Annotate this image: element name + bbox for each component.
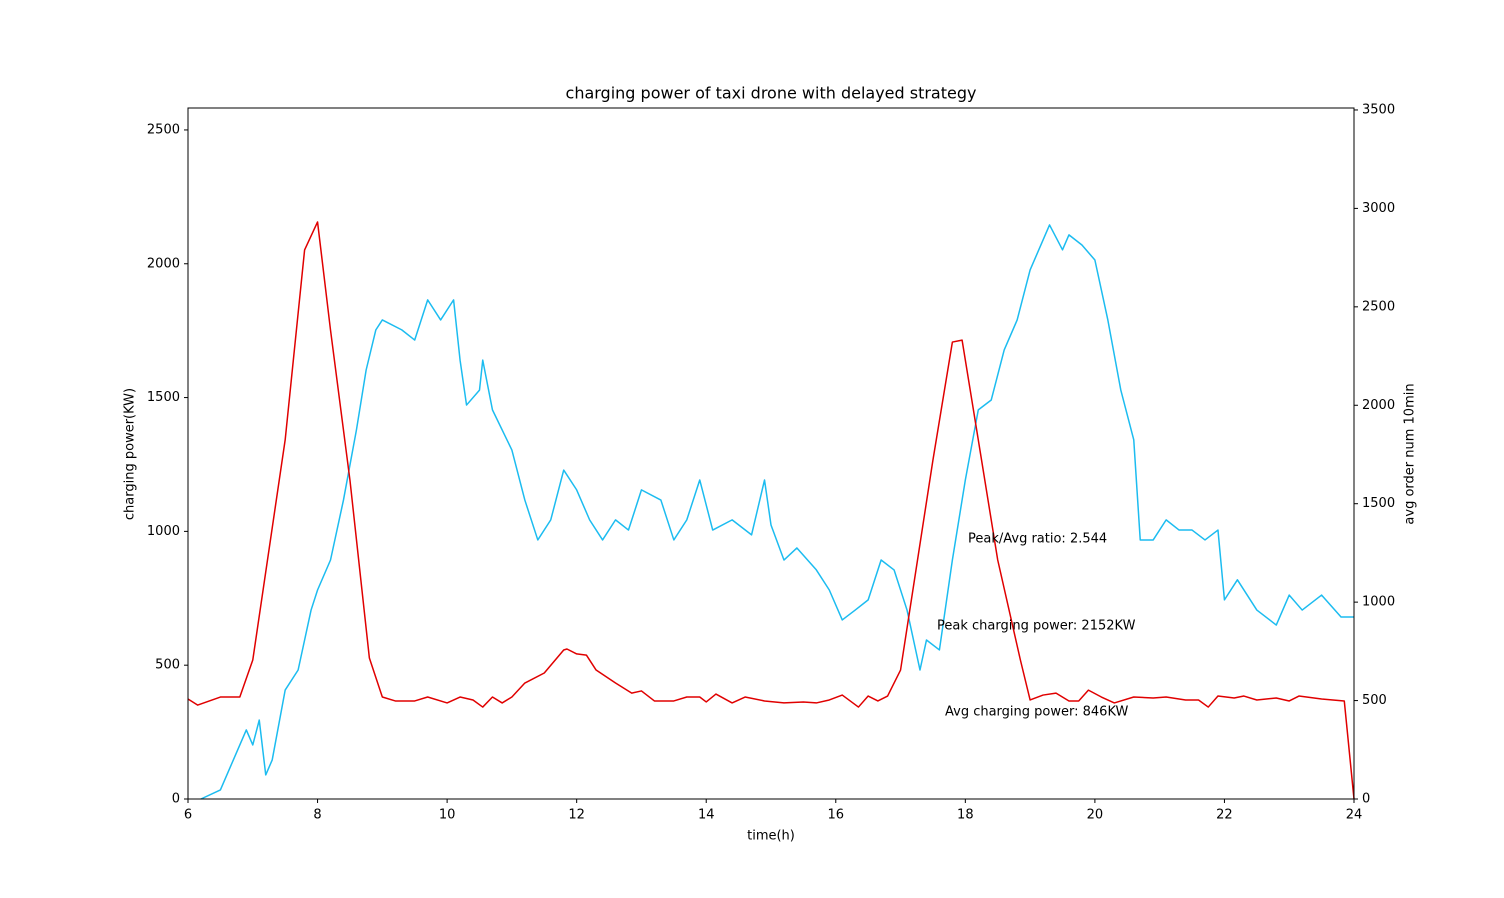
x-axis-label: time(h): [747, 829, 795, 844]
y2-tick-label: 2500: [1362, 299, 1395, 314]
x-tick-label: 22: [1216, 808, 1233, 823]
annotation: Peak charging power: 2152KW: [937, 619, 1136, 634]
y2-tick-label: 1500: [1362, 496, 1395, 511]
y2-tick-label: 3000: [1362, 201, 1395, 216]
x-tick-label: 10: [439, 808, 456, 823]
y-tick-label: 1000: [147, 524, 180, 539]
y-tick-label: 2000: [147, 256, 180, 271]
x-tick-label: 14: [698, 808, 715, 823]
data-line: [187, 221, 1355, 800]
y2-tick-label: 2000: [1362, 398, 1395, 413]
annotation: Peak/Avg ratio: 2.544: [968, 532, 1107, 547]
data-line: [200, 224, 1354, 800]
y-axis-label: charging power(KW): [123, 388, 138, 520]
x-tick-label: 6: [184, 808, 192, 823]
x-tick-label: 20: [1087, 808, 1104, 823]
y2-axis-label: avg order num 10min: [1403, 383, 1418, 524]
x-tick-label: 24: [1346, 808, 1363, 823]
y-tick-label: 1500: [147, 390, 180, 405]
y2-tick-label: 0: [1362, 792, 1370, 807]
y-tick-label: 0: [172, 792, 180, 807]
plot-area: [187, 221, 1355, 800]
plot-frame: [187, 107, 1355, 800]
y2-tick-label: 1000: [1362, 595, 1395, 610]
x-tick-label: 12: [568, 808, 585, 823]
annotation: Avg charging power: 846KW: [945, 705, 1129, 720]
x-tick-label: 18: [957, 808, 974, 823]
y2-tick-label: 3500: [1362, 102, 1395, 117]
x-tick-label: 16: [828, 808, 845, 823]
y-tick-label: 2500: [147, 122, 180, 137]
chart-title: charging power of taxi drone with delaye…: [566, 84, 977, 103]
x-tick-label: 8: [313, 808, 321, 823]
y2-tick-label: 500: [1362, 693, 1387, 708]
y-tick-label: 500: [155, 658, 180, 673]
